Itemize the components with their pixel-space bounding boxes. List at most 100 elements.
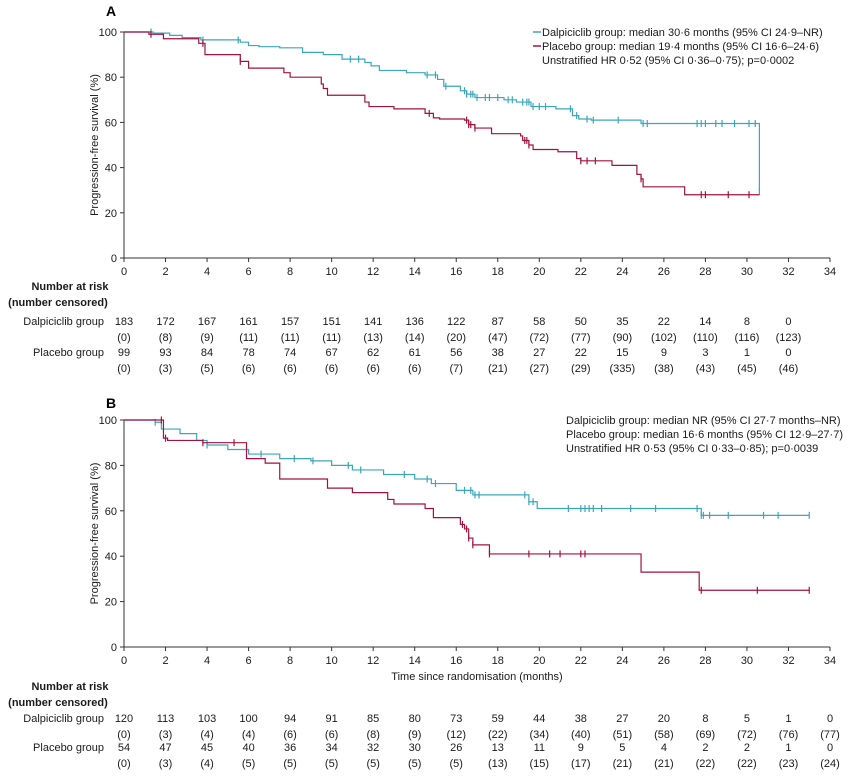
panel-a-risk-at-risk: 14: [699, 316, 711, 328]
panel-b-risk-at-risk: 113: [157, 713, 175, 725]
panel-b-series-placebo: [124, 416, 810, 594]
panel-b-y-tick-label: 80: [105, 460, 117, 472]
panel-a-risk-at-risk: 38: [492, 347, 504, 359]
panel-a-risk-at-risk: 161: [239, 316, 257, 328]
panel-a-risk-at-risk: 22: [575, 347, 587, 359]
panel-b-risk-censored: (0): [117, 758, 130, 770]
panel-a-risk-censored: (90): [613, 332, 633, 344]
panel-a-risk-censored: (13): [363, 332, 383, 344]
panel-b-risk-censored: (58): [654, 729, 674, 741]
panel-b-x-tick-label: 6: [246, 655, 252, 667]
panel-a-risk-at-risk: 74: [284, 347, 296, 359]
panel-b-risk-at-risk: 30: [409, 742, 421, 754]
panel-a-risk-at-risk: 62: [367, 347, 379, 359]
panel-b-risk-censored: (13): [488, 758, 508, 770]
panel-a-risk-censored: (7): [450, 363, 463, 375]
panel-a-risk-at-risk: 0: [785, 347, 791, 359]
panel-b-risk-at-risk: 13: [492, 742, 504, 754]
panel-a-legend-entry: Placebo group: median 19·4 months (95% C…: [542, 41, 819, 53]
panel-a-risk-at-risk: 8: [744, 316, 750, 328]
panel-b-x-tick-label: 30: [741, 655, 753, 667]
panel-b-risk-row-label: Placebo group: [33, 742, 104, 754]
panel-b-risk-at-risk: 0: [827, 713, 833, 725]
panel-a-risk-table-subtitle: (number censored): [8, 297, 108, 309]
panel-a-x-tick-label: 24: [616, 266, 628, 278]
panel-b-x-tick-label: 2: [162, 655, 168, 667]
panel-b-legend: Dalpiciclib group: median NR (95% CI 27·…: [566, 415, 843, 455]
panel-b-risk-censored: (5): [325, 758, 338, 770]
panel-a-x-tick-label: 18: [492, 266, 504, 278]
panel-b-risk-censored: (8): [366, 729, 379, 741]
panel-a-x-tick-label: 30: [741, 266, 753, 278]
panel-a-x-tick-label: 28: [699, 266, 711, 278]
panel-b-risk-at-risk: 91: [326, 713, 338, 725]
panel-b-risk-censored: (76): [779, 729, 799, 741]
panel-b-risk-at-risk: 45: [201, 742, 213, 754]
panel-b-series-dalpiciclib-curve: [124, 419, 810, 516]
panel-a-risk-at-risk: 141: [364, 316, 382, 328]
panel-b-x-tick-label: 10: [326, 655, 338, 667]
panel-a-risk-at-risk: 27: [533, 347, 545, 359]
panel-b-risk-at-risk: 26: [450, 742, 462, 754]
panel-b-y-tick-label: 20: [105, 597, 117, 609]
panel-b-risk-at-risk: 100: [239, 713, 257, 725]
panel-a-risk-censored: (11): [281, 332, 300, 344]
panel-b-risk-censored: (23): [779, 758, 799, 770]
panel-b-risk-at-risk: 47: [159, 742, 171, 754]
panel-b-risk-at-risk: 32: [367, 742, 379, 754]
panel-b-risk-censored: (3): [159, 729, 172, 741]
panel-b-risk-censored: (4): [200, 758, 213, 770]
panel-b-risk-censored: (0): [117, 729, 130, 741]
panel-a-risk-censored: (6): [242, 363, 255, 375]
panel-a-risk-censored: (335): [610, 363, 636, 375]
panel-a-risk-at-risk: 151: [322, 316, 340, 328]
panel-a-x-tick-label: 0: [121, 266, 127, 278]
panel-a-risk-censored: (8): [159, 332, 172, 344]
panel-b-x-tick-label: 18: [492, 655, 504, 667]
panel-b-risk-at-risk: 1: [785, 742, 791, 754]
panel-a-risk-at-risk: 84: [201, 347, 213, 359]
panel-b-risk-at-risk: 11: [534, 742, 545, 754]
panel-a-series-placebo: [124, 30, 760, 199]
panel-a-risk-at-risk: 67: [326, 347, 338, 359]
panel-b-x-tick-label: 20: [533, 655, 545, 667]
panel-a-risk-at-risk: 61: [409, 347, 421, 359]
panel-b-risk-at-risk: 120: [115, 713, 133, 725]
panel-a-y-tick-label: 80: [105, 72, 117, 84]
panel-a-risk-censored: (116): [735, 332, 760, 344]
panel-b-y-tick-label: 40: [105, 551, 117, 563]
panel-a-x-tick-label: 20: [533, 266, 545, 278]
panel-a-y-tick-label: 60: [105, 117, 117, 129]
panel-a-risk-at-risk: 157: [281, 316, 299, 328]
panel-b-risk-censored: (24): [820, 758, 840, 770]
panel-a-x-tick-label: 6: [246, 266, 252, 278]
panel-a-risk-censored: (6): [325, 363, 338, 375]
panel-a-risk-censored: (21): [488, 363, 508, 375]
panel-a-risk-at-risk: 35: [616, 316, 628, 328]
panel-b-x-tick-label: 24: [616, 655, 628, 667]
panel-b-risk-at-risk: 1: [785, 713, 791, 725]
panel-b-legend-entry: Unstratified HR 0·53 (95% CI 0·33–0·85);…: [566, 443, 818, 455]
panel-a-risk-table: Number at risk (number censored) Dalpicicl…: [8, 281, 801, 375]
panel-a-x-tick-label: 10: [326, 266, 338, 278]
panel-a-risk-at-risk: 167: [198, 316, 216, 328]
panel-a-legend-entry: Dalpiciclib group: median 30·6 months (9…: [542, 27, 823, 39]
panel-a-x-tick-label: 22: [575, 266, 587, 278]
panel-b-risk-at-risk: 44: [533, 713, 545, 725]
panel-b-risk-censored: (40): [571, 729, 591, 741]
panel-a-risk-censored: (0): [117, 363, 130, 375]
panel-a-risk-at-risk: 22: [658, 316, 670, 328]
panel-b-risk-censored: (5): [366, 758, 379, 770]
panel-b-series-dalpiciclib: [124, 418, 810, 519]
panel-a-risk-at-risk: 15: [616, 347, 628, 359]
panel-b-risk-at-risk: 80: [409, 713, 421, 725]
panel-a-risk-censored: (6): [366, 363, 379, 375]
panel-a-risk-censored: (45): [737, 363, 757, 375]
panel-b-series-placebo-curve: [124, 419, 810, 591]
panel-a-x-tick-label: 34: [824, 266, 836, 278]
panel-b-legend-entry: Placebo group: median 16·6 months (95% C…: [566, 429, 843, 441]
panel-a-risk-censored: (110): [693, 332, 718, 344]
panel-a-risk-censored: (46): [779, 363, 799, 375]
panel-a-risk-censored: (123): [776, 332, 802, 344]
panel-b-risk-at-risk: 2: [702, 742, 708, 754]
